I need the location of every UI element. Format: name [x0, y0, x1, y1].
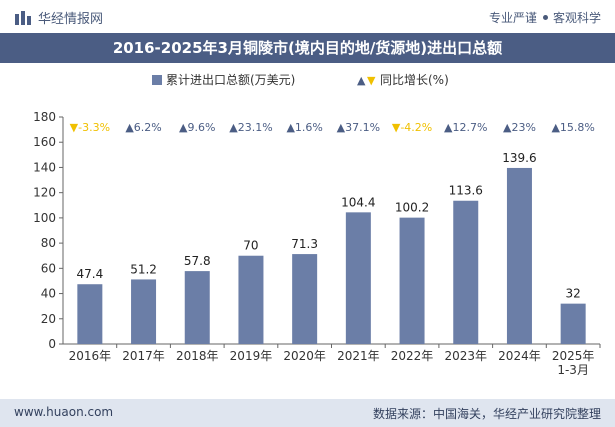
bar-value-label: 47.4 — [76, 267, 103, 281]
bar-value-label: 32 — [566, 287, 581, 301]
up-triangle-icon: ▲ — [444, 121, 453, 134]
y-tick-label: 180 — [33, 110, 56, 124]
bar — [131, 279, 157, 344]
x-tick-label: 2019年 — [230, 349, 273, 363]
header-bar: 华经情报网 专业严谨 客观科学 — [0, 0, 615, 33]
brand-logo-icon — [15, 10, 31, 25]
x-tick-label: 1-3月 — [557, 363, 589, 377]
growth-label: ▼-4.2% — [392, 121, 432, 134]
growth-value: 37.1% — [345, 121, 380, 134]
bar-value-label: 113.6 — [449, 184, 483, 198]
bar — [238, 255, 264, 344]
up-triangle-icon: ▲ — [125, 121, 134, 134]
brand[interactable]: 华经情报网 — [14, 8, 103, 27]
bar — [453, 200, 479, 344]
y-tick-label: 140 — [33, 160, 56, 174]
y-tick-label: 100 — [33, 211, 56, 225]
chart-title: 2016-2025年3月铜陵市(境内目的地/货源地)进出口总额 — [0, 33, 615, 63]
growth-value: 23.1% — [238, 121, 273, 134]
up-triangle-icon: ▲ — [337, 121, 346, 134]
growth-label: ▲12.7% — [444, 121, 487, 134]
bar — [292, 254, 318, 344]
y-tick-label: 80 — [41, 236, 56, 250]
growth-value: 1.6% — [295, 121, 323, 134]
bar-value-label: 71.3 — [291, 237, 318, 251]
bar-chart: 累计进出口总额(万美元) ▲ ▼ 同比增长(%)0204060801001201401… — [33, 73, 601, 377]
brand-name: 华经情报网 — [38, 12, 104, 27]
legend-down-triangle-icon: ▼ — [367, 74, 376, 87]
growth-value: 6.2% — [134, 121, 162, 134]
legend-label-growth: 同比增长(%) — [380, 73, 449, 87]
bar-value-label: 100.2 — [395, 201, 429, 215]
bar-value-label: 104.4 — [341, 195, 375, 209]
growth-label: ▼-3.3% — [70, 121, 110, 134]
tagline-right: 客观科学 — [552, 11, 601, 25]
legend-label-total: 累计进出口总额(万美元) — [166, 73, 295, 87]
growth-value: 15.8% — [560, 121, 595, 134]
bar — [345, 212, 371, 344]
bar — [506, 167, 532, 344]
x-tick-label: 2017年 — [122, 349, 165, 363]
up-triangle-icon: ▲ — [551, 121, 560, 134]
up-triangle-icon: ▲ — [286, 121, 295, 134]
y-tick-label: 40 — [41, 287, 56, 301]
y-tick-label: 0 — [48, 337, 56, 351]
growth-label: ▲9.6% — [179, 121, 215, 134]
up-triangle-icon: ▲ — [179, 121, 188, 134]
bar — [77, 284, 103, 344]
growth-value: 23% — [511, 121, 535, 134]
growth-label: ▲6.2% — [125, 121, 161, 134]
bar-value-label: 57.8 — [184, 254, 211, 268]
up-triangle-icon: ▲ — [229, 121, 238, 134]
growth-label: ▲15.8% — [551, 121, 594, 134]
y-tick-label: 120 — [33, 186, 56, 200]
footer-website[interactable]: www.huaon.com — [14, 405, 114, 419]
bar-value-label: 51.2 — [130, 262, 157, 276]
x-tick-label: 2024年 — [498, 349, 541, 363]
x-tick-label: 2023年 — [444, 349, 487, 363]
x-tick-label: 2016年 — [69, 349, 112, 363]
legend-swatch-total — [152, 75, 162, 85]
bar — [184, 271, 210, 344]
tagline: 专业严谨 客观科学 — [489, 9, 601, 26]
tagline-left: 专业严谨 — [488, 11, 537, 25]
y-tick-label: 60 — [41, 261, 56, 275]
growth-label: ▲1.6% — [286, 121, 322, 134]
bar-value-label: 139.6 — [502, 151, 536, 165]
growth-value: 9.6% — [188, 121, 216, 134]
bar — [560, 303, 586, 344]
x-tick-label: 2021年 — [337, 349, 380, 363]
x-tick-label: 2022年 — [391, 349, 434, 363]
growth-label: ▲37.1% — [337, 121, 380, 134]
down-triangle-icon: ▼ — [392, 121, 401, 134]
x-tick-label: 2018年 — [176, 349, 219, 363]
y-tick-label: 20 — [41, 312, 56, 326]
y-tick-label: 160 — [33, 135, 56, 149]
growth-label: ▲23% — [503, 121, 536, 134]
up-triangle-icon: ▲ — [503, 121, 512, 134]
growth-value: -3.3% — [78, 121, 110, 134]
x-tick-label: 2025年 — [552, 349, 595, 363]
growth-value: -4.2% — [400, 121, 432, 134]
legend-up-triangle-icon: ▲ — [357, 74, 366, 87]
footer-source: 数据来源：中国海关，华经产业研究院整理 — [372, 407, 601, 421]
growth-label: ▲23.1% — [229, 121, 272, 134]
separator-dot-icon — [542, 15, 548, 20]
down-triangle-icon: ▼ — [70, 121, 79, 134]
growth-value: 12.7% — [453, 121, 488, 134]
footer-bar: www.huaon.com 数据来源：中国海关，华经产业研究院整理 — [0, 399, 615, 427]
x-tick-label: 2020年 — [283, 349, 326, 363]
bar — [399, 217, 425, 344]
bar-value-label: 70 — [243, 239, 258, 253]
